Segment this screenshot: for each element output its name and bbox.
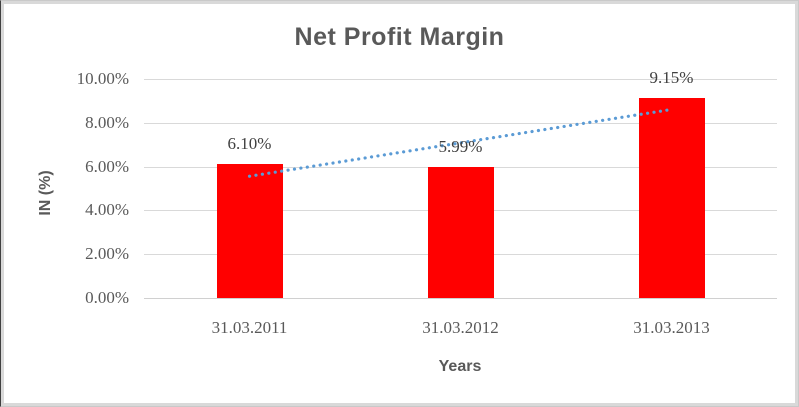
x-tick-label: 31.03.2013 xyxy=(633,318,710,337)
data-label: 9.15% xyxy=(649,67,694,87)
x-tick-label: 31.03.2011 xyxy=(211,318,288,337)
x-tick-label: 31.03.2012 xyxy=(422,318,499,337)
chart-title: Net Profit Margin xyxy=(294,23,505,51)
gridline-0 xyxy=(144,298,777,299)
data-label: 6.10% xyxy=(227,134,272,154)
y-tick-label: 4.00% xyxy=(85,200,129,219)
bar-31.03.2011 xyxy=(216,164,283,298)
gridline-10 xyxy=(144,79,777,80)
y-tick-label: 0.00% xyxy=(85,288,129,307)
y-tick-label: 2.00% xyxy=(85,244,129,263)
y-tick-label: 8.00% xyxy=(85,113,129,132)
y-tick-label: 10.00% xyxy=(76,69,129,88)
y-tick-label: 6.00% xyxy=(85,157,129,176)
bar-31.03.2013 xyxy=(638,97,705,298)
x-axis-title: Years xyxy=(438,358,482,375)
bar-31.03.2012 xyxy=(427,166,494,298)
data-label: 5.99% xyxy=(438,136,483,156)
